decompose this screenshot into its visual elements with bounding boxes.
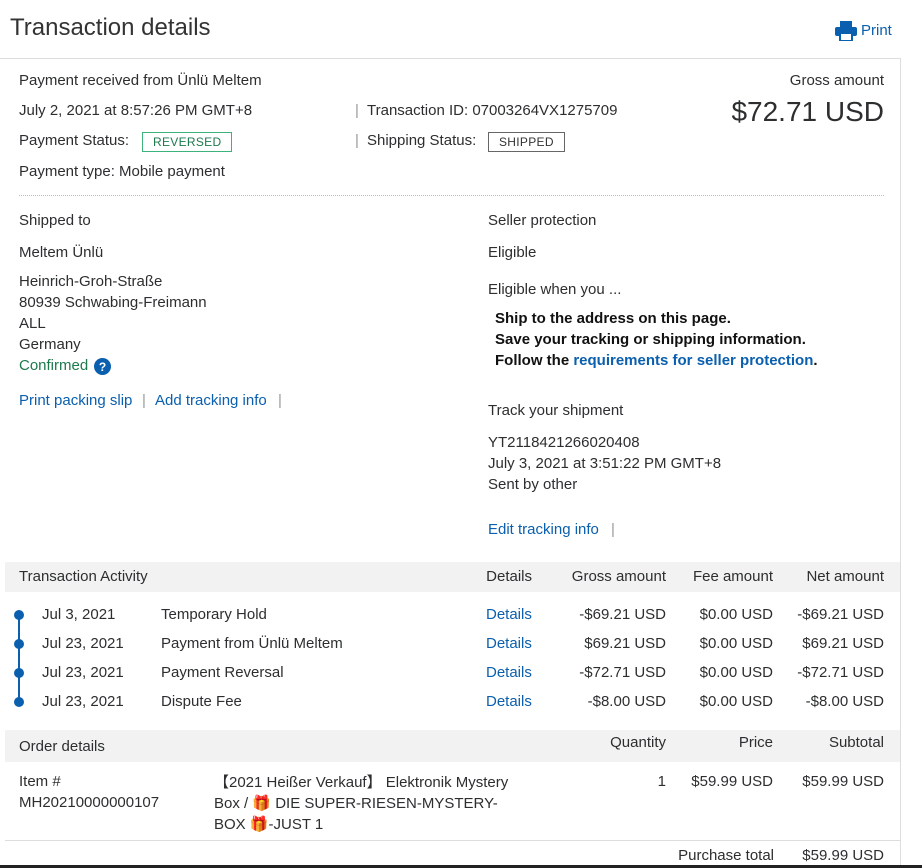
fee-amount: $0.00 USD <box>699 635 773 652</box>
activity-description: Dispute Fee <box>161 693 242 710</box>
details-link[interactable]: Details <box>486 664 532 681</box>
received: Payment received from Ünlü Meltem <box>19 72 262 89</box>
tracking-carrier: Sent by other <box>488 476 578 493</box>
print-link[interactable]: Print <box>861 22 892 39</box>
tracking-date: July 3, 2021 at 3:51:22 PM GMT+8 <box>488 455 722 472</box>
order-header-cell: Quantity <box>610 734 666 751</box>
address-line: Heinrich-Groh-Straße <box>19 273 163 290</box>
details-link[interactable]: Details <box>486 606 532 623</box>
activity-date: Jul 23, 2021 <box>42 664 124 681</box>
help-icon[interactable]: ? <box>94 358 111 375</box>
item-label: Item # <box>19 773 61 790</box>
text: . <box>813 352 818 369</box>
item-description: 【2021 Heißer Verkauf】 Elektronik Mystery… <box>214 774 509 833</box>
separator: | <box>355 102 359 119</box>
tracking-link[interactable]: Add tracking info <box>155 392 267 409</box>
border <box>900 58 901 868</box>
gross-label: Gross amount <box>789 72 884 89</box>
item-subtotal: $59.99 USD <box>802 773 884 790</box>
separator: | <box>355 132 359 149</box>
address-line: Germany <box>19 336 81 353</box>
details-link[interactable]: Details <box>486 635 532 652</box>
page-title: Transaction details <box>10 14 211 41</box>
net-amount: -$8.00 USD <box>805 693 884 710</box>
activity-header-cell: Net amount <box>806 568 884 585</box>
payment-status: REVERSED <box>142 132 233 152</box>
net-amount: -$72.71 USD <box>797 664 884 681</box>
requirements-link[interactable]: requirements for seller protection <box>573 352 814 369</box>
edit-tracking-link[interactable]: Edit tracking info <box>488 521 599 538</box>
fee-amount: $0.00 USD <box>699 664 773 681</box>
printer-icon[interactable] <box>835 21 857 41</box>
separator: | <box>142 392 146 409</box>
divider <box>19 195 884 196</box>
svg-text:?: ? <box>99 360 106 374</box>
activity-header-cell: Fee amount <box>692 568 773 585</box>
gross-amount: -$72.71 USD <box>579 664 666 681</box>
shipping-status: SHIPPED <box>488 132 565 152</box>
total-value: $59.99 USD <box>802 847 884 864</box>
gross-amount: -$8.00 USD <box>587 693 666 710</box>
activity-description: Temporary Hold <box>161 606 267 623</box>
gross-amount: $72.71 USD <box>731 96 884 127</box>
address-line: ALL <box>19 315 46 332</box>
address-line: 80939 Schwabing-Freimann <box>19 294 207 311</box>
order-header-cell: Subtotal <box>828 734 884 751</box>
separator: | <box>611 521 615 538</box>
timeline <box>14 610 24 707</box>
protection-item: Ship to the address on this page. <box>495 310 731 327</box>
net-amount: $69.21 USD <box>802 635 884 652</box>
packing-slip-link[interactable]: Print packing slip <box>19 392 133 409</box>
activity-date: Jul 23, 2021 <box>42 693 124 710</box>
net-amount: -$69.21 USD <box>797 606 884 623</box>
transaction-id: Transaction ID: 07003264VX1275709 <box>367 102 618 119</box>
protection-status: Eligible <box>488 244 537 261</box>
text: Follow the <box>495 352 574 369</box>
order-header-cell: Price <box>738 734 773 751</box>
protection-title: Seller protection <box>488 212 597 229</box>
gross-amount: -$69.21 USD <box>579 606 666 623</box>
shipping-status-label: Shipping Status: <box>367 132 477 149</box>
activity-header-cell: Gross amount <box>571 568 666 585</box>
total-label: Purchase total <box>678 847 774 864</box>
details-link[interactable]: Details <box>486 693 532 710</box>
item-quantity: 1 <box>657 773 666 790</box>
payment-type: Payment type: Mobile payment <box>19 163 225 180</box>
address-status: Confirmed <box>19 357 89 374</box>
protection-item: Follow the requirements for seller prote… <box>495 351 818 371</box>
fee-amount: $0.00 USD <box>699 606 773 623</box>
activity-date: Jul 23, 2021 <box>42 635 124 652</box>
item-price: $59.99 USD <box>691 773 773 790</box>
divider <box>5 840 900 841</box>
gross-amount: $69.21 USD <box>584 635 666 652</box>
fee-amount: $0.00 USD <box>699 693 773 710</box>
activity-description: Payment Reversal <box>161 664 284 681</box>
activity-header-cell: Details <box>486 568 532 585</box>
ship-name: Meltem Ünlü <box>19 244 104 261</box>
tracking-title: Track your shipment <box>488 402 624 419</box>
item-number: MH20210000000107 <box>19 794 160 811</box>
activity-date: Jul 3, 2021 <box>42 606 116 623</box>
protection-item: Save your tracking or shipping informati… <box>495 331 806 348</box>
protection-intro: Eligible when you ... <box>488 281 622 298</box>
shipped-title: Shipped to <box>19 212 91 229</box>
activity-header-cell: Transaction Activity <box>19 568 148 585</box>
tracking-number: YT2118421266020408 <box>488 434 640 451</box>
date: July 2, 2021 at 8:57:26 PM GMT+8 <box>19 102 253 119</box>
bottom-edge <box>0 865 922 868</box>
activity-header <box>5 562 900 592</box>
divider <box>0 58 900 59</box>
order-header-cell: Order details <box>19 738 105 755</box>
order-header <box>5 730 900 762</box>
payment-status-label: Payment Status: <box>19 132 130 149</box>
separator: | <box>278 392 282 409</box>
activity-description: Payment from Ünlü Meltem <box>161 635 343 652</box>
